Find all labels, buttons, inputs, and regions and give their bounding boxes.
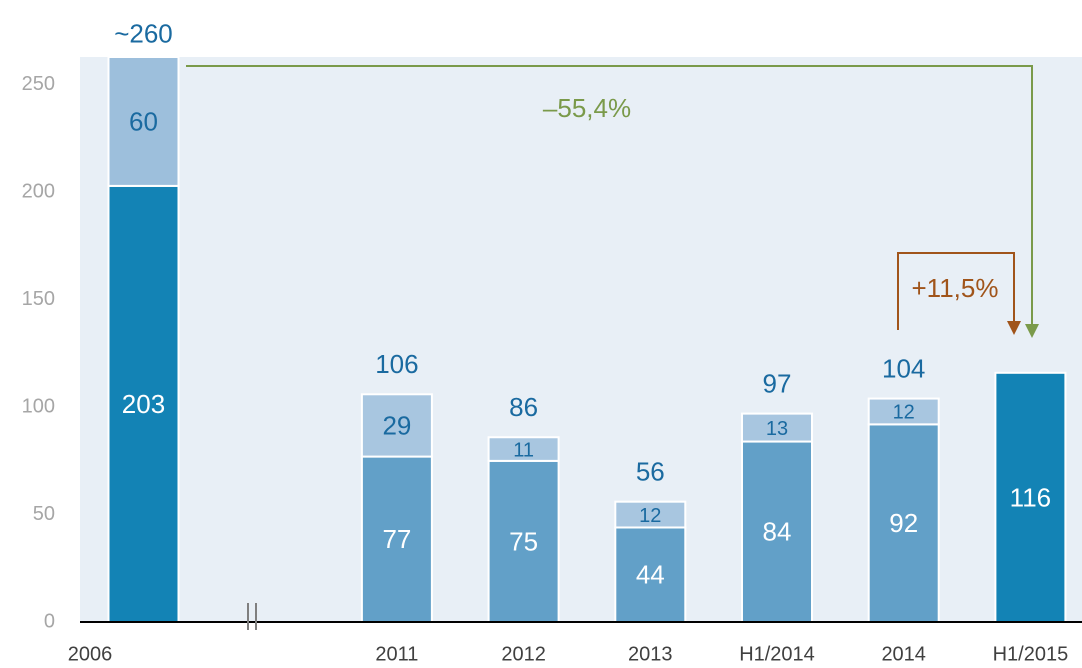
arrow-head [1025, 324, 1039, 338]
total-label: ~260 [114, 18, 173, 48]
value-label: 75 [509, 526, 538, 556]
bar-segment [614, 500, 687, 529]
change-arrow [897, 252, 1015, 330]
bar-segment [867, 397, 940, 426]
bar-segment [107, 184, 180, 623]
total-label: 86 [509, 392, 538, 422]
y-tick-label: 250 [22, 73, 55, 95]
total-label: 97 [763, 368, 792, 398]
value-label: 77 [382, 524, 411, 554]
y-tick-label: 150 [22, 288, 55, 310]
value-label: 60 [129, 106, 158, 136]
bars: 203 60 77 29 75 11 44 12 84 13 92 12 116 [107, 56, 1067, 624]
value-label: 116 [1010, 482, 1051, 512]
total-label: 56 [636, 457, 665, 487]
x-tick-label: 2014 [881, 643, 926, 665]
value-label: 13 [766, 418, 788, 440]
bar-segment [487, 436, 560, 462]
bar-segment [867, 423, 940, 623]
y-tick-label: 0 [44, 610, 55, 632]
y-tick-label: 100 [22, 395, 55, 417]
value-label: 11 [513, 439, 534, 461]
x-tick-label: 2012 [501, 643, 546, 665]
bar-segment [994, 371, 1067, 624]
total-label: 106 [375, 349, 418, 379]
value-label: 203 [122, 389, 165, 419]
total-label: 104 [882, 353, 925, 383]
change-arrow [186, 65, 1033, 326]
annotation: –55,4% [543, 93, 631, 123]
bar-segment [741, 440, 813, 623]
x-tick-label: 2011 [375, 643, 418, 665]
y-tick-label: 200 [22, 181, 55, 203]
y-tick-label: 50 [33, 503, 55, 525]
value-label: 29 [382, 410, 411, 440]
annotation: +11,5% [912, 273, 999, 303]
value-label: 44 [636, 560, 665, 590]
x-tick-label: H1/2014 [739, 643, 815, 665]
bar-segment [107, 56, 180, 187]
x-tick-label: H1/2015 [993, 643, 1069, 665]
bar-segment [360, 393, 433, 458]
value-label: 92 [889, 508, 918, 538]
value-label: 12 [639, 505, 661, 527]
x-tick-label: 2006 [68, 643, 113, 665]
arrow-head [1007, 321, 1021, 335]
value-label: 12 [893, 402, 915, 424]
bar-segment [614, 526, 687, 623]
bar-segment [741, 412, 813, 443]
value-label: 84 [763, 517, 792, 547]
x-tick-label: 2013 [628, 643, 673, 665]
